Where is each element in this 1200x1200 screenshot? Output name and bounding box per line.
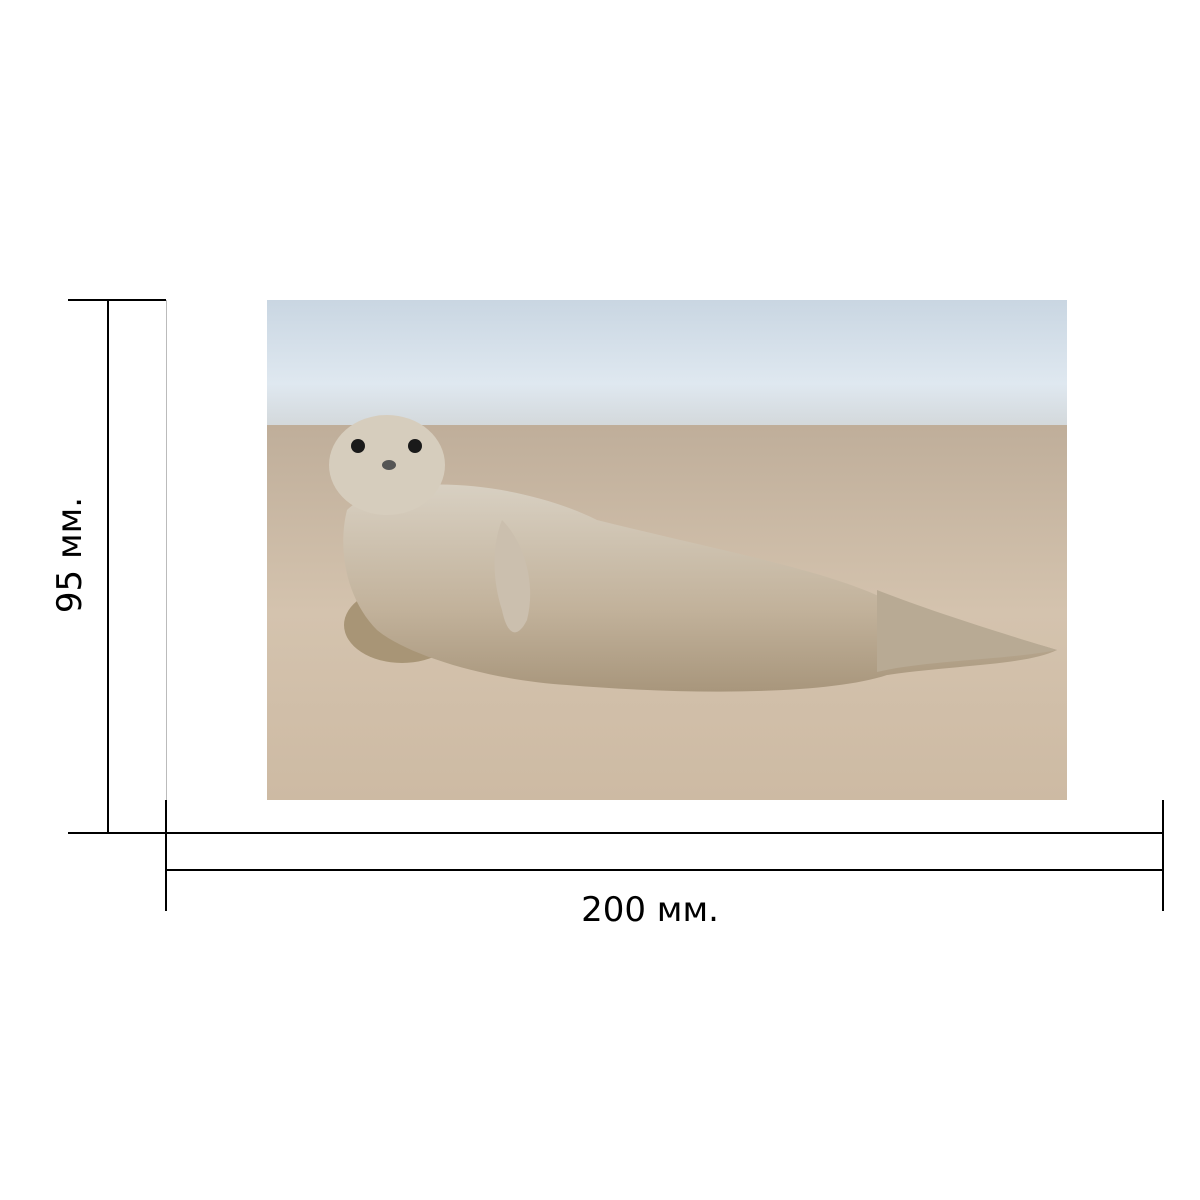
height-tick-top (68, 299, 166, 301)
width-tick-right (1162, 800, 1164, 911)
height-tick-bottom (68, 832, 166, 834)
seal (329, 415, 1057, 692)
height-guide-line (166, 300, 167, 833)
width-label: 200 мм. (581, 890, 719, 930)
height-label: 95 мм. (50, 496, 90, 614)
seal-photo (267, 300, 1067, 800)
height-dimension-line (107, 300, 109, 833)
width-dimension-line (166, 869, 1163, 871)
product-photo (267, 300, 1067, 800)
width-guide-line (166, 832, 1163, 834)
width-tick-left (165, 800, 167, 911)
